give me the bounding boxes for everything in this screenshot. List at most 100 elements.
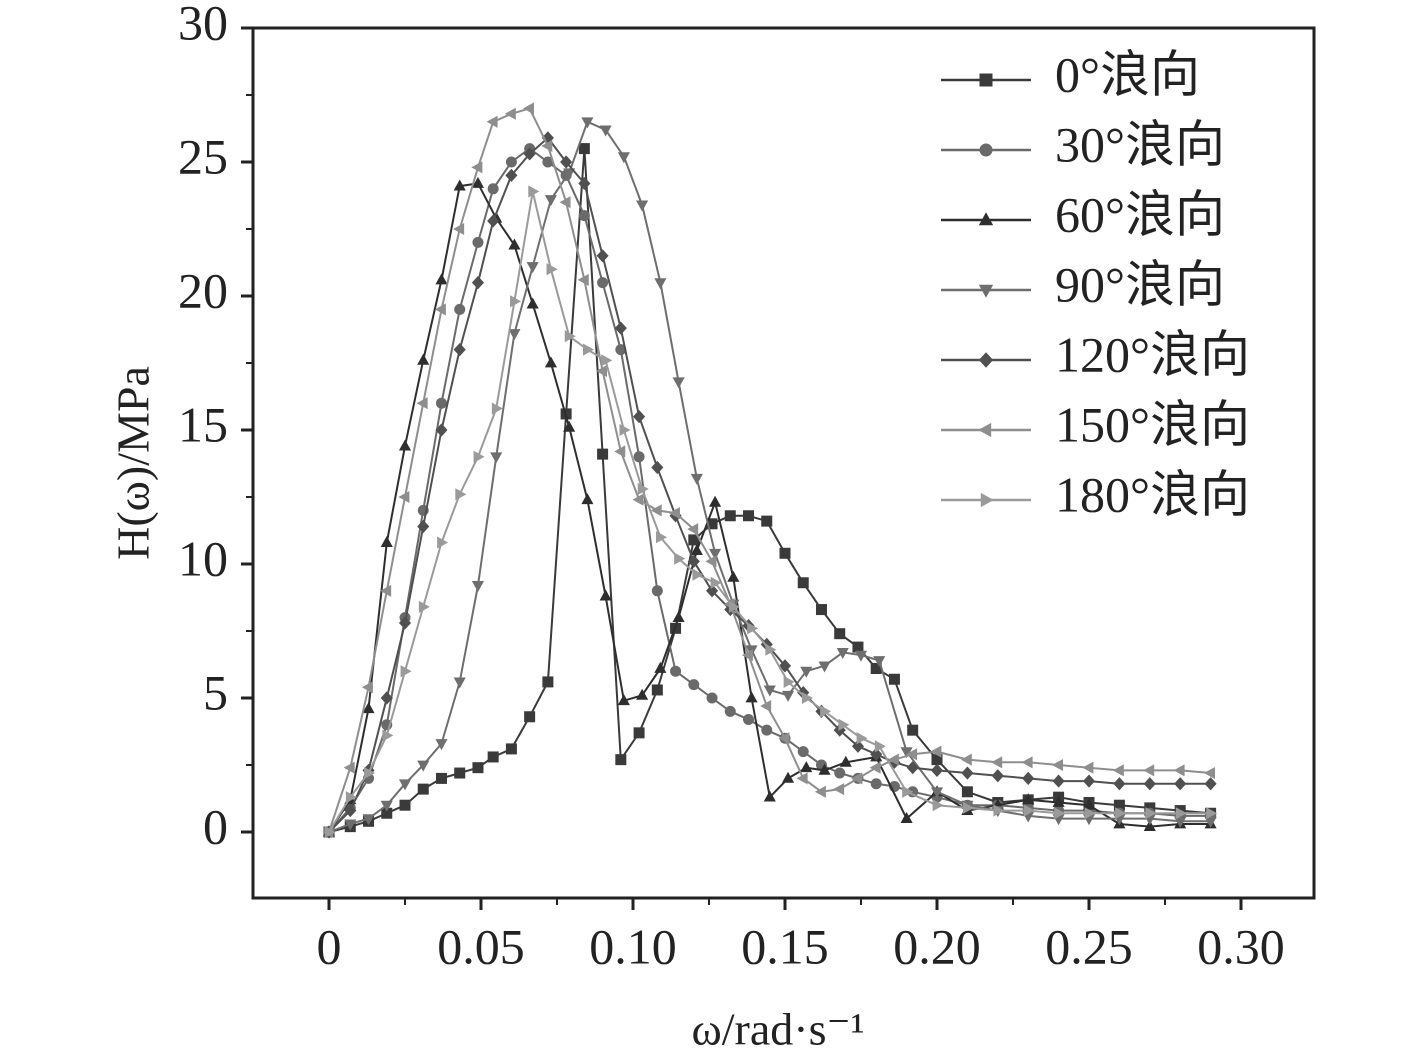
data-point [760,637,773,651]
data-point [541,131,554,145]
data-point [637,482,649,496]
legend-marker [979,143,993,157]
legend-item: 30°浪向 [941,116,1225,172]
legend-item: 90°浪向 [941,256,1225,312]
legend-label: 60°浪向 [1055,186,1225,242]
data-point [437,536,449,549]
data-point [706,518,718,530]
data-point [906,748,918,761]
data-point [1115,807,1126,820]
data-point [596,249,609,263]
legend-label: 30°浪向 [1055,116,1225,172]
data-point [599,125,612,137]
data-point [820,705,832,718]
data-point [705,555,717,568]
data-point [1084,807,1096,820]
data-point [380,691,393,705]
data-point [454,303,466,315]
data-point [636,200,649,212]
data-point [1174,777,1187,791]
data-point [834,767,846,779]
y-tick-label: 10 [178,530,228,586]
data-point [399,799,411,811]
legend-item: 120°浪向 [941,326,1250,382]
data-point [800,666,813,678]
data-point [851,772,863,785]
data-point [851,739,865,753]
data-point [906,761,919,775]
data-point [380,800,393,812]
data-point [471,161,483,174]
data-point [523,147,536,161]
data-point [961,786,973,798]
data-point [834,628,846,640]
data-point [505,168,518,182]
data-point [453,179,466,191]
y-tick-label: 20 [178,262,228,318]
data-point [581,117,594,129]
legend-marker [978,352,994,368]
data-point [870,663,882,675]
data-point [491,402,503,415]
data-point [1023,804,1035,817]
data-point [651,684,663,696]
data-point [815,604,827,616]
y-tick-label: 25 [178,128,228,184]
data-point [1143,764,1155,777]
data-point [963,801,974,814]
data-point [687,554,700,568]
y-tick-label: 0 [203,798,228,854]
data-point [900,747,913,759]
y-tick-label: 30 [178,0,228,50]
data-point [709,548,722,560]
data-point [417,783,429,795]
data-point [453,343,466,357]
data-point [577,273,589,286]
data-point [362,814,375,826]
data-point [873,656,886,668]
data-point [800,761,813,773]
data-point [1112,764,1124,777]
data-point [542,676,554,688]
data-point [1054,807,1066,820]
data-point [1022,793,1035,805]
data-point [398,439,412,451]
data-point [902,785,914,798]
data-point [418,600,430,613]
data-point [508,329,521,341]
data-point [743,713,755,725]
data-point [747,622,759,635]
data-point [486,115,498,128]
data-point [687,523,699,536]
data-point [670,665,682,677]
data-point [615,754,627,766]
data-point [526,262,539,274]
data-point [541,139,553,152]
data-point [765,643,777,656]
data-point [1145,807,1157,820]
data-point [542,156,554,168]
legend-marker [978,422,992,438]
x-tick-label: 0.20 [893,918,981,974]
legend-marker [978,284,994,298]
data-point [781,690,795,702]
x-tick-label: 0.30 [1197,918,1285,974]
data-point [578,143,590,155]
data-point [728,600,740,613]
data-point [783,675,795,688]
data-point [1174,816,1187,828]
series-5 [322,102,1215,839]
data-point [614,445,626,458]
data-point [471,276,485,290]
legend-label: 180°浪向 [1055,466,1250,522]
data-point [546,263,558,276]
y-axis-title: H(ω)/MPa [108,366,159,560]
data-point [1021,756,1033,769]
data-point [727,570,740,582]
legend-item: 150°浪向 [941,396,1250,452]
data-point [778,732,790,745]
data-point [417,519,430,534]
data-point [473,450,485,463]
data-point [960,753,972,766]
data-point [688,679,700,691]
